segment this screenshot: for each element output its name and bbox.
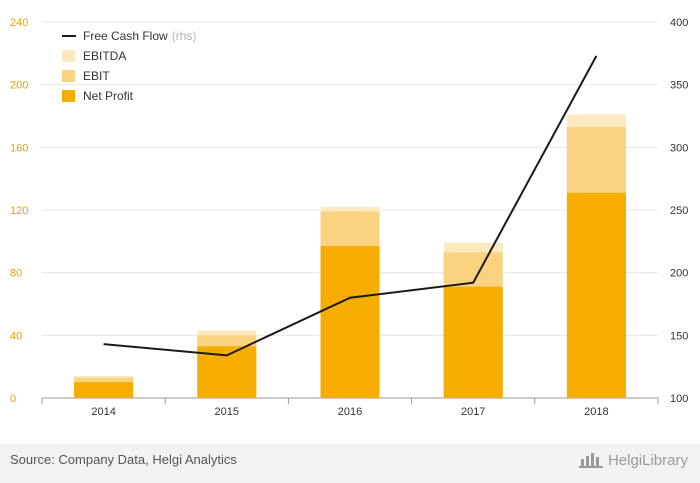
legend-label: EBIT (83, 69, 110, 83)
y-right-tick-label: 150 (670, 330, 688, 342)
bar-net-profit (74, 382, 134, 398)
y-right-tick-label: 100 (670, 393, 688, 405)
legend-suffix: (rhs) (171, 29, 197, 43)
legend-swatch (62, 70, 75, 82)
legend-item-net-profit: Net Profit (62, 86, 196, 106)
y-right-tick-label: 250 (670, 205, 688, 217)
y-right-tick-label: 300 (670, 142, 688, 154)
x-tick-label: 2015 (215, 406, 239, 418)
legend-label: Net Profit (83, 89, 134, 103)
y-left-tick-label: 0 (10, 393, 16, 405)
y-left-tick-label: 80 (10, 268, 22, 280)
legend-label: Free Cash Flow (83, 29, 168, 43)
legend-line-marker (62, 35, 76, 37)
bar-net-profit (443, 286, 503, 398)
x-tick-label: 2018 (584, 406, 608, 418)
legend: Free Cash Flow (rhs) EBITDA EBIT Net Pro… (62, 26, 196, 106)
bar-net-profit (566, 192, 626, 398)
legend-swatch (62, 50, 75, 62)
line-free-cash-flow (103, 55, 598, 357)
y-left-tick-label: 120 (10, 205, 28, 217)
footer: Source: Company Data, Helgi Analytics He… (0, 444, 700, 483)
legend-item-ebitda: EBITDA (62, 46, 196, 66)
legend-item-ebit: EBIT (62, 66, 196, 86)
y-left-tick-label: 200 (10, 80, 28, 92)
y-left-tick-label: 40 (10, 330, 22, 342)
y-right-tick-label: 350 (670, 80, 688, 92)
x-tick-label: 2017 (461, 406, 485, 418)
brand-logo[interactable]: HelgiLibrary (578, 451, 688, 469)
brand-name: HelgiLibrary (607, 451, 688, 469)
x-tick-label: 2014 (91, 406, 115, 418)
source-note: Source: Company Data, Helgi Analytics (10, 452, 237, 467)
y-left-tick-label: 160 (10, 142, 28, 154)
x-tick-label: 2016 (338, 406, 362, 418)
y-right-tick-label: 200 (670, 268, 688, 280)
bar-net-profit (320, 246, 380, 398)
chart-svg: 0 40 80 120 160 200 240 100 150 200 250 300 350 400 20… (10, 17, 688, 418)
legend-label: EBITDA (83, 49, 127, 63)
helgi-library-logo-icon (578, 453, 603, 468)
y-right-tick-label: 400 (670, 17, 688, 29)
legend-item-free-cash-flow: Free Cash Flow (rhs) (62, 26, 196, 46)
y-left-tick-label: 240 (10, 17, 28, 29)
legend-swatch (62, 90, 75, 102)
